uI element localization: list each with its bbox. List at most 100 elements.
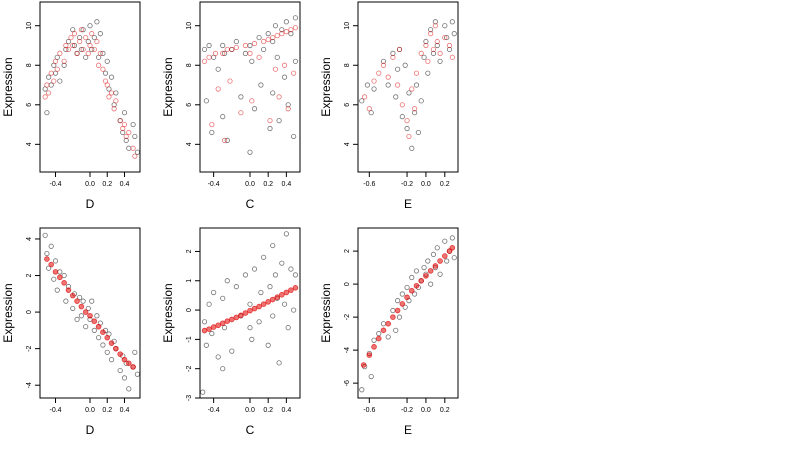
x-tick-label: -0.2 xyxy=(401,181,413,188)
x-tick-label: 0.0 xyxy=(421,181,431,188)
data-point xyxy=(368,373,374,380)
data-point xyxy=(279,27,285,33)
data-point xyxy=(413,282,420,289)
data-point xyxy=(442,34,448,41)
data-point xyxy=(108,340,115,346)
data-point xyxy=(134,371,141,377)
data-point xyxy=(270,313,276,319)
data-point xyxy=(406,90,412,96)
data-point xyxy=(265,342,271,348)
data-point xyxy=(54,66,60,72)
data-point xyxy=(108,74,115,80)
data-point xyxy=(288,287,294,293)
data-point xyxy=(220,42,226,49)
data-point xyxy=(203,342,209,348)
data-point xyxy=(270,34,276,41)
y-tick-label: 2 xyxy=(186,249,193,253)
data-point xyxy=(260,301,267,308)
data-point xyxy=(224,137,230,143)
data-point xyxy=(74,50,80,56)
data-point xyxy=(215,354,221,360)
data-point xyxy=(42,94,48,100)
x-tick-label: 0.2 xyxy=(102,181,112,188)
data-point xyxy=(209,330,215,337)
plot-frame xyxy=(39,1,141,173)
panel-5: -0.4 0.0 0.2 0.4 -3 -2 -1 0 1 2 C Expression xyxy=(161,227,301,437)
x-axis-label: D xyxy=(86,423,95,437)
x-tick-label: 0.2 xyxy=(102,407,112,414)
data-point xyxy=(281,301,288,307)
data-point xyxy=(91,327,97,333)
x-axis-label: E xyxy=(404,423,412,437)
data-point xyxy=(256,319,262,325)
data-point xyxy=(451,31,457,37)
data-point xyxy=(233,44,239,51)
series-2 xyxy=(201,25,299,143)
data-point xyxy=(270,38,276,45)
data-point xyxy=(242,50,249,56)
data-point xyxy=(77,294,83,301)
x-tick-label: 0.0 xyxy=(245,181,255,188)
series-1 xyxy=(42,232,141,392)
data-point xyxy=(360,362,367,368)
data-point xyxy=(51,78,57,84)
data-point xyxy=(206,54,212,60)
data-point xyxy=(78,46,84,53)
series-2 xyxy=(44,256,136,370)
data-point xyxy=(100,50,106,56)
data-point xyxy=(113,345,119,352)
data-point xyxy=(113,98,119,104)
plot-frame xyxy=(357,1,459,173)
data-point xyxy=(89,31,95,37)
data-point xyxy=(123,137,129,143)
data-point xyxy=(292,15,299,21)
data-point xyxy=(83,54,89,60)
data-point xyxy=(421,265,427,271)
data-point xyxy=(94,313,100,319)
y-tick-label: 4 xyxy=(26,237,33,241)
data-point xyxy=(393,94,399,100)
data-point xyxy=(52,258,59,264)
data-point xyxy=(65,46,72,53)
data-point xyxy=(269,296,276,303)
data-point xyxy=(395,82,401,88)
data-point xyxy=(209,121,215,128)
data-point xyxy=(413,82,420,88)
data-point xyxy=(57,78,63,84)
data-point xyxy=(376,331,382,337)
data-point xyxy=(201,327,208,334)
data-point xyxy=(437,50,443,56)
data-point xyxy=(267,125,273,132)
y-tick-label: 0 xyxy=(344,282,351,286)
data-point xyxy=(91,34,97,41)
data-point xyxy=(44,110,50,116)
data-point xyxy=(100,329,106,335)
data-point xyxy=(104,58,110,64)
data-point xyxy=(288,27,294,33)
data-point xyxy=(283,29,289,35)
data-point xyxy=(251,40,258,47)
data-point xyxy=(117,351,123,357)
data-point xyxy=(80,46,86,53)
x-tick-label: -0.4 xyxy=(49,407,61,414)
x-tick-label: -0.6 xyxy=(363,407,375,414)
data-point xyxy=(211,289,217,296)
data-point xyxy=(46,74,52,80)
data-point xyxy=(229,348,235,354)
data-point xyxy=(285,102,291,108)
data-point xyxy=(375,335,382,342)
data-point xyxy=(224,278,230,284)
data-point xyxy=(48,70,54,76)
data-point xyxy=(256,303,262,310)
x-tick-label: 0.4 xyxy=(120,407,130,414)
data-point xyxy=(104,82,110,88)
data-point xyxy=(442,23,448,29)
y-tick-label: 0 xyxy=(186,308,193,312)
data-point xyxy=(292,25,299,31)
data-point xyxy=(396,46,403,53)
data-point xyxy=(68,34,74,41)
y-tick-label: -2 xyxy=(344,314,351,320)
data-point xyxy=(48,243,54,249)
y-axis-label: Expression xyxy=(161,283,175,342)
y-axis-label: Expression xyxy=(319,57,333,116)
